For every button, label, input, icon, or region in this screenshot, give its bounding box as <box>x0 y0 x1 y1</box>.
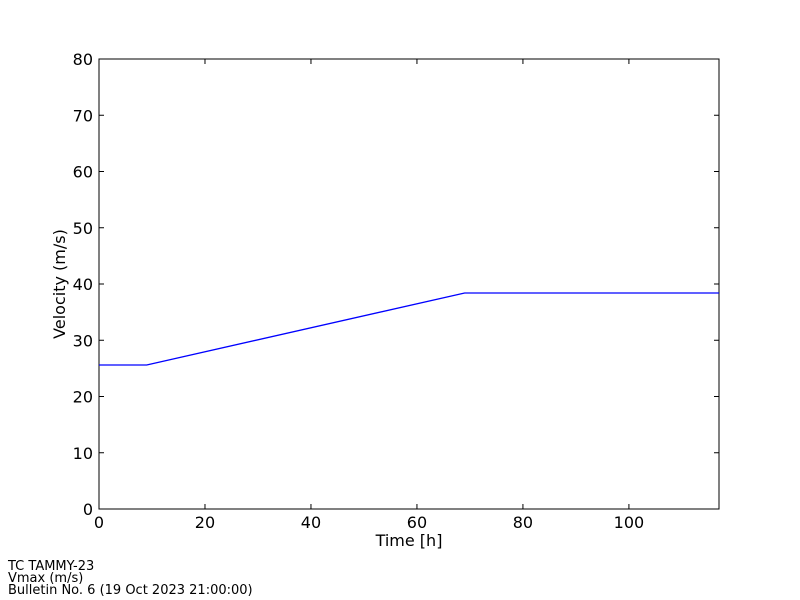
footer-note: TC TAMMY-23 <box>7 559 94 574</box>
y-tick-label: 60 <box>73 163 93 182</box>
y-tick-label: 70 <box>73 106 93 125</box>
line <box>99 292 719 366</box>
footer-note: Bulletin No. 6 (19 Oct 2023 21:00:00) <box>8 583 253 598</box>
y-tick-label: 50 <box>73 219 93 238</box>
y-axis-label: Velocity (m/s) <box>50 229 69 339</box>
footer-note: Vmax (m/s) <box>8 571 83 586</box>
y-tick-label: 0 <box>83 500 93 519</box>
y-tick-label: 20 <box>73 388 93 407</box>
x-tick-label: 0 <box>94 513 104 532</box>
y-tick-label: 10 <box>73 444 93 463</box>
y-tick-label: 40 <box>73 275 93 294</box>
y-tick-label: 30 <box>73 331 93 350</box>
x-tick-label: 20 <box>195 513 215 532</box>
x-tick-label: 80 <box>513 513 533 532</box>
x-tick-label: 60 <box>407 513 427 532</box>
x-tick-label: 100 <box>614 513 645 532</box>
y-tick-label: 80 <box>73 50 93 69</box>
x-axis-label: Time [h] <box>375 531 443 550</box>
plot-frame <box>98 58 720 510</box>
x-tick-label: 40 <box>301 513 321 532</box>
